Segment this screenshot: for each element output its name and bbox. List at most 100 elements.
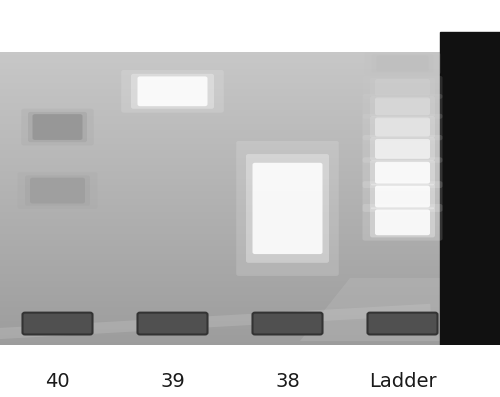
Bar	[0, 150, 440, 152]
Bar	[0, 360, 440, 362]
Bar	[0, 182, 440, 183]
Bar	[0, 321, 440, 323]
Bar	[0, 342, 440, 343]
Bar	[0, 73, 440, 75]
FancyBboxPatch shape	[370, 78, 435, 97]
Bar	[0, 273, 440, 274]
Bar	[0, 364, 440, 365]
FancyBboxPatch shape	[375, 118, 430, 137]
Bar	[0, 220, 440, 221]
Bar	[0, 66, 440, 67]
Bar	[0, 290, 440, 291]
Bar	[0, 276, 440, 278]
Bar	[0, 351, 440, 353]
Bar	[0, 168, 440, 169]
Bar	[0, 288, 440, 290]
Bar	[0, 197, 440, 199]
Bar	[0, 187, 440, 188]
Bar	[0, 149, 440, 150]
Bar	[0, 121, 440, 122]
Bar	[0, 205, 440, 207]
Bar	[0, 274, 440, 276]
Bar	[0, 230, 440, 232]
Bar	[0, 278, 440, 279]
Bar	[0, 61, 440, 63]
Bar	[0, 337, 440, 339]
Bar	[0, 105, 440, 106]
Bar	[0, 258, 440, 260]
Bar	[0, 63, 440, 64]
Text: 38: 38	[275, 372, 300, 391]
Bar	[0, 215, 440, 216]
Bar	[0, 91, 440, 93]
Bar	[0, 354, 440, 356]
Bar	[0, 284, 440, 285]
Bar	[0, 193, 440, 194]
Bar	[0, 225, 440, 227]
FancyBboxPatch shape	[22, 313, 92, 334]
Bar	[0, 85, 440, 86]
Bar	[0, 129, 440, 130]
Bar	[0, 111, 440, 113]
Bar	[0, 241, 440, 243]
Bar	[0, 160, 440, 162]
Bar	[0, 347, 440, 348]
Bar	[0, 199, 440, 200]
Bar	[0, 83, 440, 85]
FancyBboxPatch shape	[368, 313, 438, 334]
FancyBboxPatch shape	[138, 76, 208, 106]
Bar	[0, 108, 440, 110]
Bar	[0, 240, 440, 241]
Bar	[0, 127, 440, 129]
Bar	[0, 191, 440, 193]
Bar	[0, 204, 440, 205]
Bar	[0, 155, 440, 157]
Bar	[0, 323, 440, 324]
Bar	[0, 324, 440, 326]
Bar	[0, 233, 440, 235]
FancyBboxPatch shape	[362, 94, 442, 119]
Bar	[0, 296, 440, 298]
Bar	[0, 88, 440, 89]
Bar	[0, 177, 440, 179]
Bar	[0, 75, 440, 77]
Bar	[0, 194, 440, 196]
Bar	[0, 343, 440, 345]
Bar	[0, 227, 440, 229]
Bar	[0, 100, 440, 102]
Bar	[0, 72, 440, 73]
Bar	[0, 78, 440, 80]
Bar	[0, 110, 440, 111]
FancyBboxPatch shape	[246, 154, 329, 263]
Bar	[0, 116, 440, 118]
Bar	[0, 60, 440, 61]
FancyBboxPatch shape	[362, 76, 442, 99]
FancyBboxPatch shape	[131, 74, 214, 109]
FancyBboxPatch shape	[375, 210, 430, 235]
Bar	[0, 212, 440, 213]
Bar	[0, 334, 440, 335]
Bar	[0, 256, 440, 257]
Bar	[0, 328, 440, 329]
Text: 40: 40	[45, 372, 70, 391]
Bar	[0, 179, 440, 180]
FancyBboxPatch shape	[362, 114, 442, 141]
Bar	[0, 97, 440, 98]
Bar	[0, 146, 440, 147]
Bar	[0, 169, 440, 171]
Bar	[0, 287, 440, 288]
Polygon shape	[300, 278, 440, 341]
Text: Ladder: Ladder	[368, 372, 436, 391]
Bar	[0, 180, 440, 182]
Bar	[0, 125, 440, 127]
Bar	[0, 238, 440, 240]
Bar	[0, 77, 440, 78]
Bar	[0, 237, 440, 238]
Bar	[0, 357, 440, 359]
Bar	[0, 147, 440, 149]
Bar	[0, 335, 440, 337]
FancyBboxPatch shape	[138, 313, 208, 334]
Bar	[0, 349, 440, 351]
Bar	[0, 81, 440, 83]
Bar	[0, 93, 440, 94]
